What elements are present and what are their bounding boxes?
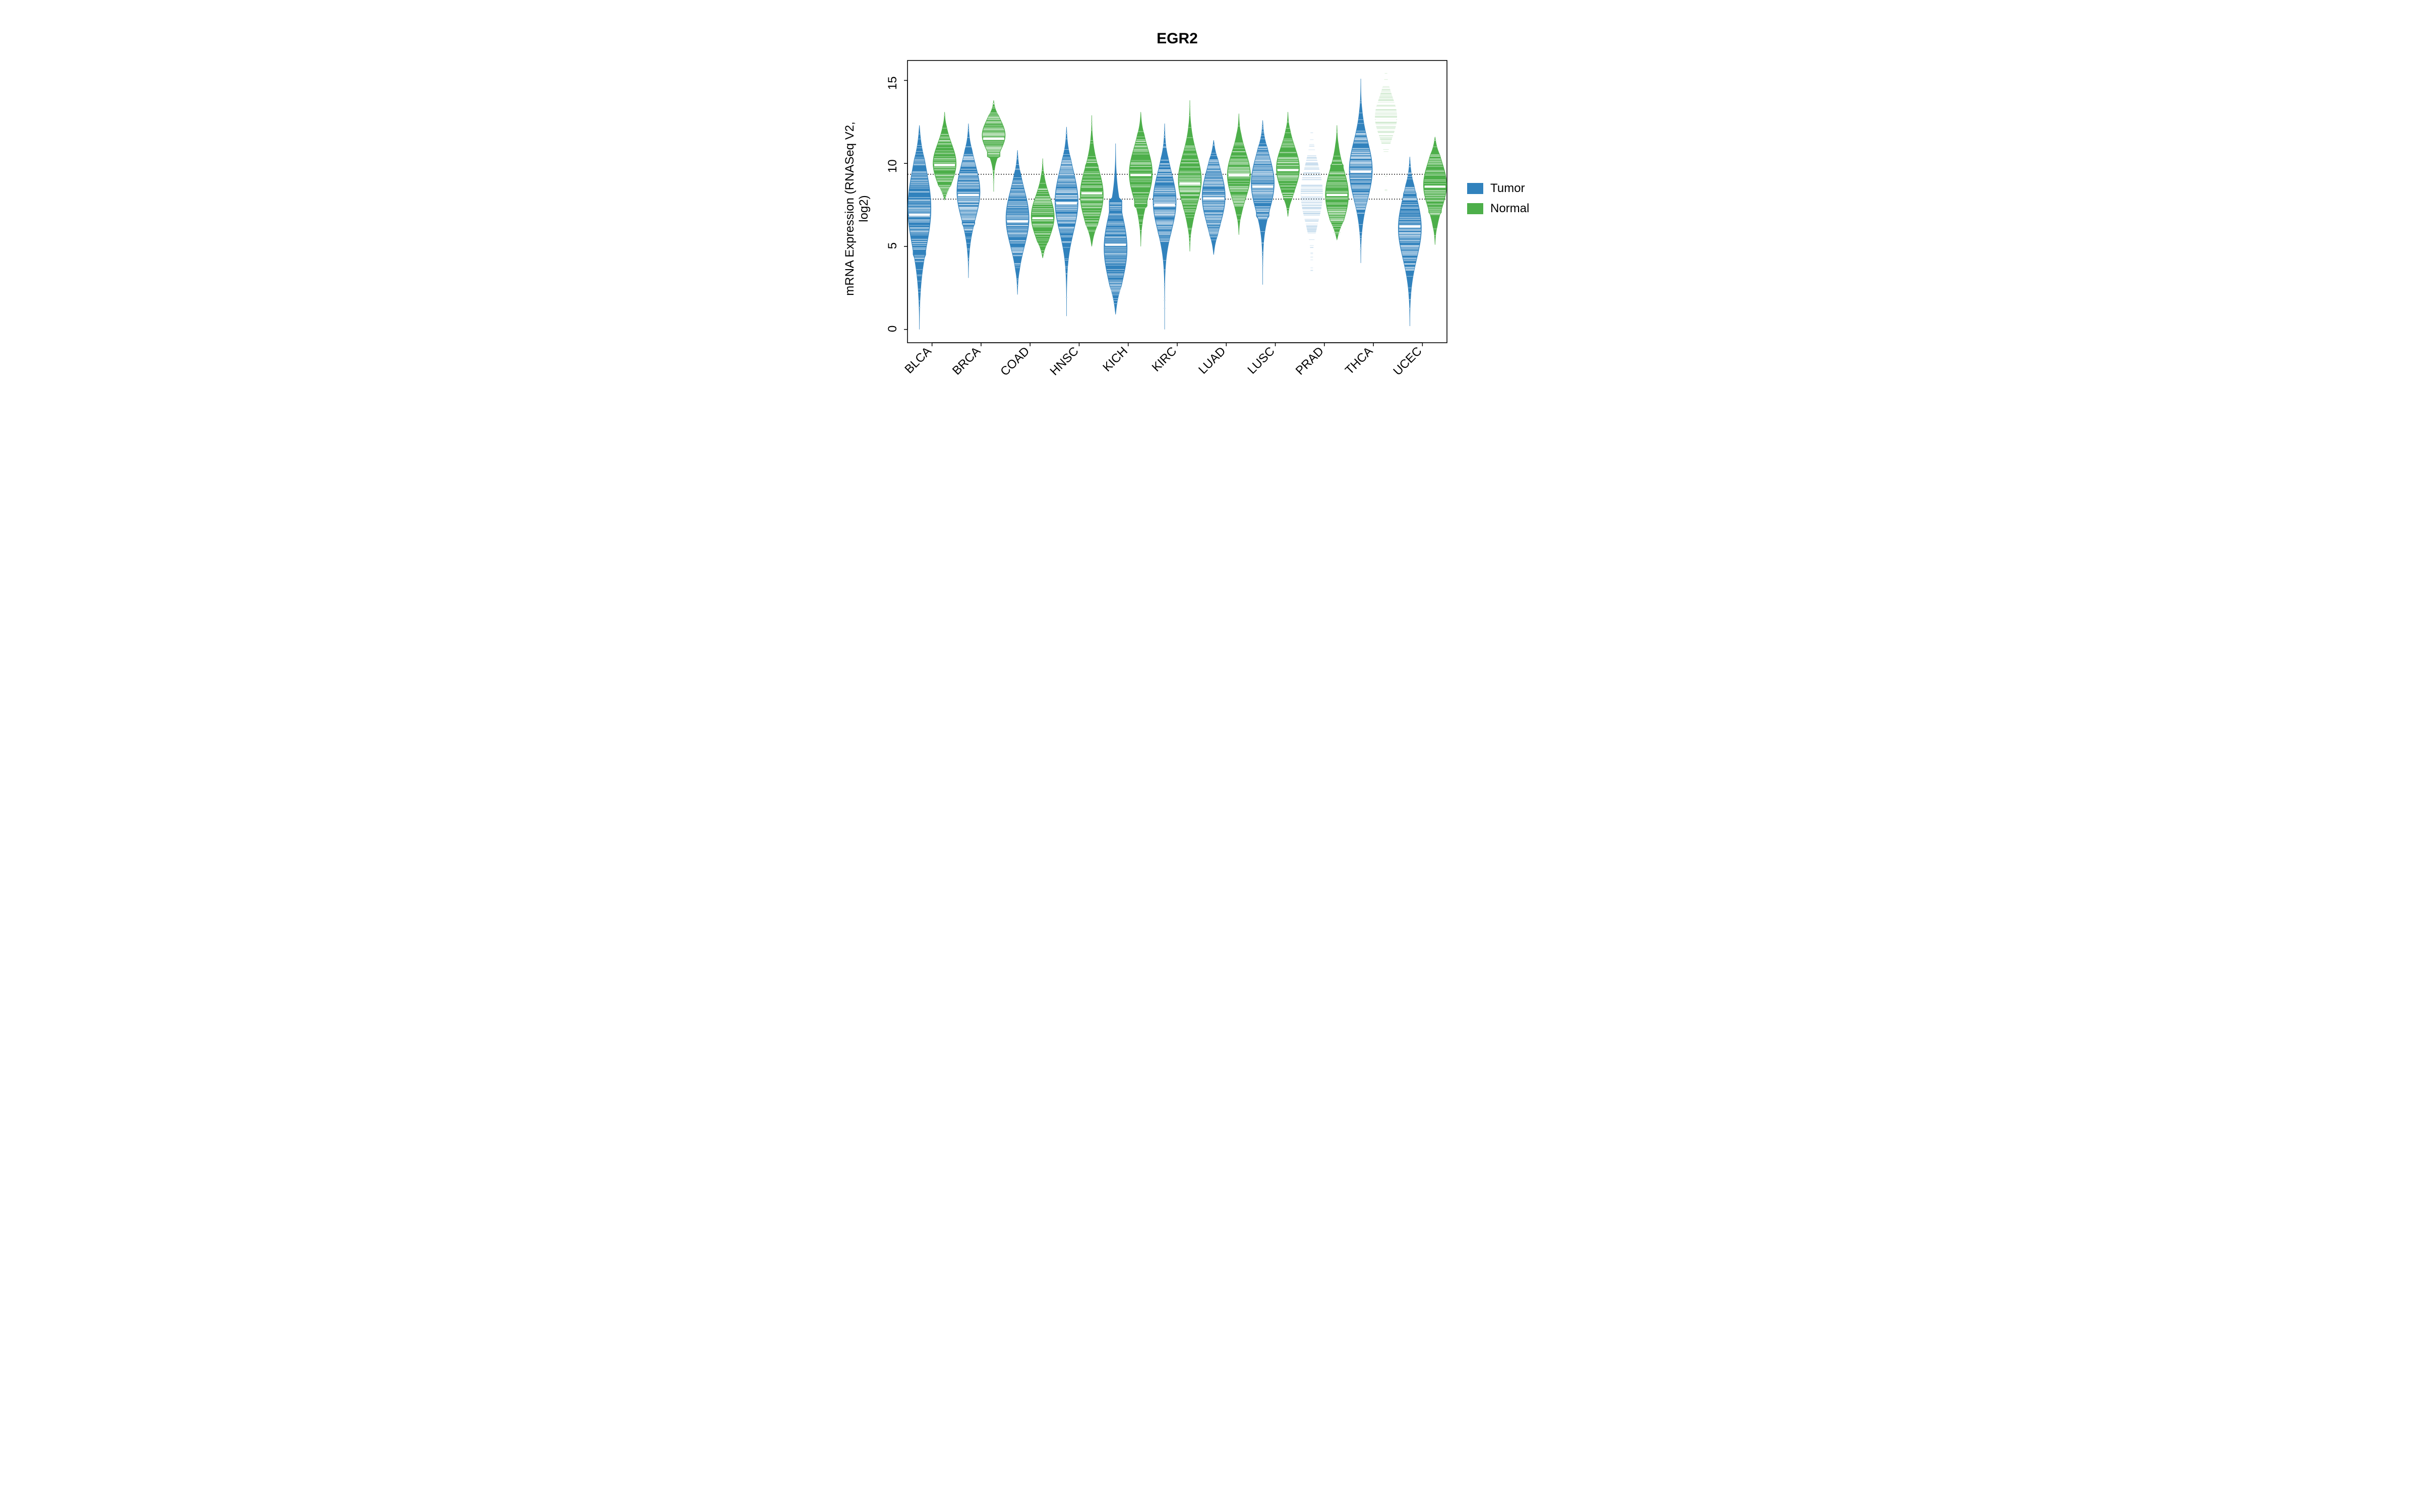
- svg-text:LUSC: LUSC: [1245, 344, 1277, 376]
- svg-text:15: 15: [886, 77, 899, 90]
- svg-text:0: 0: [886, 326, 899, 332]
- svg-text:KICH: KICH: [1100, 344, 1130, 374]
- legend: Tumor Normal: [1467, 181, 1529, 222]
- svg-text:LUAD: LUAD: [1196, 344, 1228, 376]
- svg-text:BRCA: BRCA: [950, 344, 983, 377]
- legend-label-normal: Normal: [1490, 202, 1529, 216]
- legend-swatch-tumor: [1467, 183, 1483, 194]
- svg-text:THCA: THCA: [1343, 344, 1375, 377]
- svg-text:10: 10: [886, 159, 899, 173]
- beanplot-svg: 0 5 10 15 BLCA BRCA COAD HNSC KICH KIRC LUAD LUSC PR…: [837, 0, 1583, 454]
- svg-text:KIRC: KIRC: [1150, 344, 1180, 374]
- legend-item-tumor: Tumor: [1467, 181, 1529, 196]
- svg-text:COAD: COAD: [998, 344, 1032, 379]
- chart-container: EGR2 mRNA Expression (RNASeq V2, log2) 0…: [837, 0, 1583, 454]
- svg-text:BLCA: BLCA: [902, 344, 934, 376]
- legend-label-tumor: Tumor: [1490, 181, 1525, 196]
- svg-text:5: 5: [886, 242, 899, 249]
- svg-text:HNSC: HNSC: [1048, 344, 1081, 378]
- svg-text:PRAD: PRAD: [1293, 344, 1326, 377]
- svg-text:UCEC: UCEC: [1390, 344, 1424, 378]
- legend-swatch-normal: [1467, 203, 1483, 214]
- legend-item-normal: Normal: [1467, 202, 1529, 216]
